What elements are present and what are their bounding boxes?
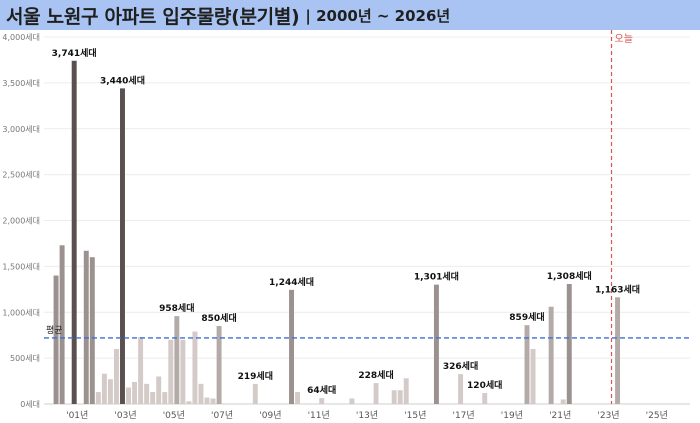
bar — [403, 378, 409, 404]
bar — [216, 326, 222, 404]
data-label: 1,308세대 — [547, 270, 592, 282]
x-tick-label: '13년 — [356, 410, 378, 421]
y-tick-label: 0세대 — [20, 400, 40, 409]
x-tick-label: '17년 — [452, 410, 474, 421]
bar — [186, 401, 192, 404]
y-tick-label: 3,500세대 — [2, 79, 40, 88]
bars — [53, 60, 621, 405]
y-tick-label: 500세대 — [10, 354, 40, 363]
y-axis: 0세대 500세대 1,000세대 1,500세대 2,000세대 2,500세대 3,00… — [2, 33, 40, 409]
bar — [530, 348, 536, 404]
data-label: 120세대 — [467, 379, 502, 391]
data-label: 219세대 — [238, 370, 273, 382]
data-label: 3,741세대 — [52, 47, 97, 59]
data-label: 1,163세대 — [595, 283, 640, 295]
bar — [53, 275, 59, 404]
x-tick-label: '15년 — [404, 410, 426, 421]
data-label: 1,244세대 — [269, 276, 314, 288]
bar — [615, 297, 621, 404]
bar — [95, 392, 101, 404]
y-tick-label: 4,000세대 — [2, 33, 40, 42]
x-tick-label: '05년 — [163, 410, 185, 421]
x-tick-label: '01년 — [66, 410, 88, 421]
bar — [144, 383, 150, 404]
y-tick-label: 1,500세대 — [2, 262, 40, 271]
bar — [107, 379, 113, 404]
bar — [289, 289, 295, 404]
bar — [373, 383, 379, 404]
bar — [566, 283, 572, 404]
bar — [174, 316, 180, 404]
bar — [132, 381, 138, 404]
chart-title: 서울 노원구 아파트 입주물량(분기별) — [6, 5, 300, 28]
bar — [560, 399, 566, 404]
x-tick-label: '21년 — [549, 410, 571, 421]
reference-lines: 평균 오늘 — [44, 30, 690, 404]
data-label: 3,440세대 — [100, 74, 145, 86]
data-label: 64세대 — [307, 384, 336, 396]
data-labels: 3,741세대 3,440세대 958세대 850세대 219세대 1,244세대 64세대… — [52, 47, 640, 396]
bar — [295, 392, 301, 404]
bar — [59, 245, 65, 404]
bar — [204, 397, 210, 404]
x-tick-label: '07년 — [211, 410, 233, 421]
x-tick-label: '25년 — [646, 410, 668, 421]
bar — [319, 398, 325, 404]
bar — [113, 348, 119, 404]
bar — [391, 390, 397, 404]
bar — [168, 339, 174, 404]
bar — [89, 257, 95, 404]
data-label: 850세대 — [201, 312, 236, 324]
bar — [192, 331, 198, 404]
bar — [83, 250, 89, 404]
bar — [156, 376, 162, 404]
x-axis: '01년 '03년 '05년 '07년 '09년 '11년 '13년 '15년 '17년 '19년… — [44, 403, 690, 421]
bar — [349, 398, 355, 404]
data-label: 958세대 — [159, 302, 194, 314]
bar — [397, 390, 403, 404]
data-label: 228세대 — [358, 369, 393, 381]
bar — [482, 392, 488, 404]
data-label: 326세대 — [443, 360, 478, 372]
bar — [180, 339, 186, 404]
x-tick-label: '09년 — [259, 410, 281, 421]
bar-chart: 0세대 500세대 1,000세대 1,500세대 2,000세대 2,500세대 3,00… — [2, 30, 690, 421]
data-label: 859세대 — [509, 311, 544, 323]
x-tick-label: '19년 — [501, 410, 523, 421]
average-label: 평균 — [46, 325, 63, 336]
bar — [120, 88, 125, 404]
y-tick-label: 1,000세대 — [2, 308, 40, 317]
bar — [150, 392, 156, 404]
x-tick-label: '23년 — [597, 410, 619, 421]
bar — [126, 387, 131, 404]
bar — [458, 374, 464, 404]
y-tick-label: 2,500세대 — [2, 171, 40, 180]
bar — [433, 284, 439, 404]
bar — [71, 60, 77, 405]
bar — [101, 373, 107, 404]
data-label: 1,301세대 — [414, 271, 459, 283]
bar — [162, 392, 168, 404]
bar — [210, 398, 216, 404]
chart-subtitle: | 2000년 ~ 2026년 — [305, 6, 451, 25]
x-tick-label: '03년 — [114, 410, 136, 421]
gridlines — [44, 36, 690, 405]
chart-header: 서울 노원구 아파트 입주물량(분기별) | 2000년 ~ 2026년 — [0, 0, 700, 30]
bar — [252, 383, 258, 404]
today-label: 오늘 — [615, 33, 633, 45]
bar — [138, 337, 144, 404]
x-tick-label: '11년 — [308, 410, 330, 421]
bar — [198, 383, 204, 404]
y-tick-label: 3,000세대 — [2, 125, 40, 134]
y-tick-label: 2,000세대 — [2, 217, 40, 226]
bar — [524, 325, 530, 404]
bar — [548, 306, 554, 404]
